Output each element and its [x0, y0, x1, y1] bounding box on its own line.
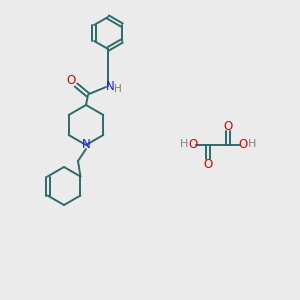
Text: O: O — [66, 74, 76, 88]
Text: O: O — [188, 137, 198, 151]
Text: N: N — [82, 139, 90, 152]
Text: H: H — [180, 139, 188, 149]
Text: O: O — [203, 158, 213, 170]
Text: N: N — [106, 80, 114, 92]
Text: O: O — [238, 137, 247, 151]
Text: H: H — [114, 84, 122, 94]
Text: H: H — [248, 139, 256, 149]
Text: O: O — [224, 119, 232, 133]
